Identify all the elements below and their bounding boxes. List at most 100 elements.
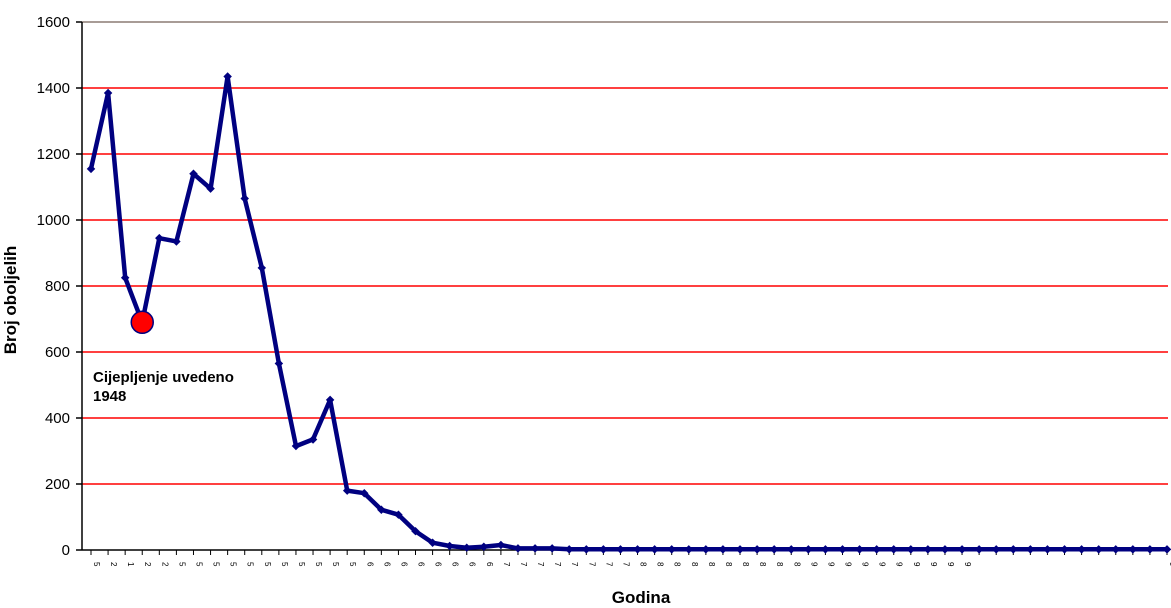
data-point: [394, 510, 403, 519]
y-tick-label: 1400: [37, 80, 70, 97]
data-point: [223, 72, 232, 81]
data-point: [257, 263, 267, 273]
annotation: Cijepljenje uvedeno 1948: [93, 369, 234, 405]
data-point: [1094, 545, 1103, 554]
data-point: [1043, 545, 1052, 554]
data-point: [1077, 545, 1086, 554]
data-point: [155, 233, 164, 243]
data-point: [1111, 545, 1121, 554]
x-tick-label: 6: [399, 562, 408, 567]
data-point: [889, 545, 898, 554]
x-tick-label: 6: [434, 562, 443, 567]
data-point: [855, 545, 864, 554]
data-point: [974, 545, 984, 554]
data-point: [940, 545, 950, 554]
data-point: [838, 545, 847, 554]
y-tick-label: 1600: [37, 14, 70, 31]
x-tick-label: 9: [826, 562, 835, 567]
data-point: [718, 545, 728, 554]
data-point: [530, 544, 540, 553]
x-tick-label: 9: [963, 562, 972, 567]
x-tick-label: 7: [519, 562, 528, 567]
gridlines: [82, 21, 1168, 485]
data-point: [1128, 545, 1138, 554]
data-point: [906, 545, 916, 554]
x-tick-label: 8: [656, 562, 665, 567]
data-point: [1026, 545, 1035, 554]
x-tick-label: 1: [126, 562, 135, 567]
data-point: [957, 545, 967, 554]
annotation-line: Cijepljenje uvedeno: [93, 369, 234, 386]
x-tick-label: 6: [451, 562, 460, 567]
x-tick-label: 5: [331, 562, 340, 567]
data-point: [752, 545, 762, 554]
x-tick-label: 7: [553, 562, 562, 567]
data-point: [513, 544, 523, 553]
x-tick-label: 7: [621, 562, 630, 567]
data-point: [86, 164, 96, 174]
data-point: [582, 545, 591, 554]
x-tick-label: 6: [485, 562, 494, 567]
x-tick-label: 9: [929, 562, 938, 567]
y-tick-label: 400: [45, 410, 70, 427]
x-tick-label: 2: [143, 562, 152, 567]
x-tick-label: 5: [229, 562, 238, 567]
data-point: [599, 545, 608, 554]
data-point: [701, 545, 711, 554]
x-tick-label: 8: [690, 562, 699, 567]
data-point: [991, 545, 1001, 554]
y-tick-label: 600: [45, 344, 70, 361]
x-tick-label: 8: [707, 562, 716, 567]
y-axis-label: Broj oboljelih: [1, 246, 20, 355]
x-tick-label: 9: [895, 562, 904, 567]
series-polyline: [88, 74, 1167, 552]
data-point: [1145, 545, 1155, 554]
series-line: [86, 72, 1171, 554]
vaccination-marker: [130, 310, 154, 335]
x-tick-label: 6: [468, 562, 477, 567]
y-tick-label: 1200: [37, 146, 70, 163]
x-tick-label: 7: [536, 562, 545, 567]
x-tick-label: 7: [570, 562, 579, 567]
annotation-line: 1948: [93, 388, 126, 405]
data-point: [120, 273, 130, 282]
data-point: [411, 526, 420, 536]
data-point: [445, 541, 454, 551]
data-point: [667, 545, 676, 554]
data-point: [103, 88, 113, 98]
x-tick-label: 7: [587, 562, 596, 567]
data-point: [496, 540, 506, 550]
y-tick-label: 800: [45, 278, 70, 295]
data-point: [787, 545, 796, 554]
data-point: [377, 505, 386, 514]
x-tick-label: 9: [1168, 562, 1171, 567]
data-point: [650, 545, 659, 554]
y-axis-ticks: 0 200 400 600 800 1000 1200 1400 1600: [37, 14, 82, 559]
x-tick-label: 7: [604, 562, 613, 567]
y-tick-label: 0: [62, 542, 70, 559]
data-point: [342, 486, 352, 495]
data-point: [684, 545, 694, 554]
x-tick-label: 8: [724, 562, 733, 567]
x-tick-label: 8: [673, 562, 682, 567]
data-point: [360, 488, 369, 498]
x-tick-label: 6: [365, 562, 374, 567]
x-tick-label: 8: [775, 562, 784, 567]
data-point: [206, 184, 215, 193]
data-point: [735, 545, 745, 554]
data-point: [804, 545, 813, 554]
x-tick-label: 5: [177, 562, 186, 567]
x-tick-label: 5: [297, 562, 306, 567]
x-tick-label: 5: [212, 562, 221, 567]
x-tick-label: 8: [741, 562, 750, 567]
x-tick-label: 5: [246, 562, 255, 567]
x-tick-label: 5: [92, 562, 101, 567]
data-point: [564, 545, 574, 554]
x-tick-label: 5: [314, 562, 323, 567]
x-tick-label: 9: [912, 562, 921, 567]
x-tick-label: 9: [878, 562, 887, 567]
x-axis-label: Godina: [612, 588, 671, 607]
data-point: [547, 544, 557, 553]
data-point: [308, 435, 318, 444]
data-point: [325, 395, 335, 405]
